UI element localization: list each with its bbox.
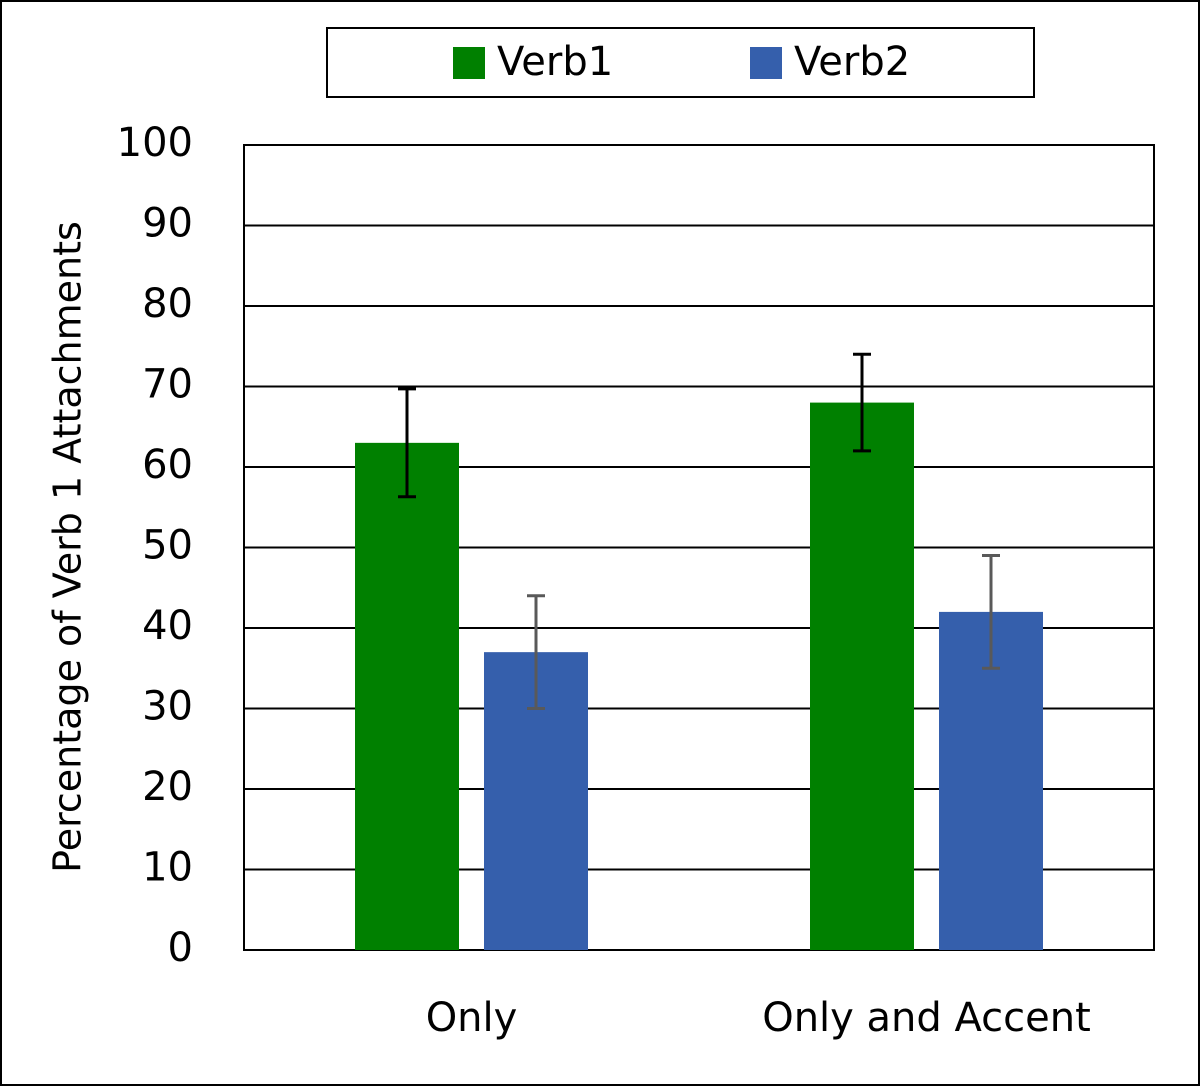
x-tick-label: Only and Accent xyxy=(762,995,1091,1041)
error-bar xyxy=(398,387,416,499)
y-tick-label: 100 xyxy=(117,120,193,166)
y-tick-label: 20 xyxy=(142,764,193,810)
y-tick-label: 80 xyxy=(142,281,193,327)
y-tick-label: 10 xyxy=(142,845,193,891)
y-tick-label: 40 xyxy=(142,603,193,649)
bar xyxy=(355,442,459,950)
y-tick-label: 90 xyxy=(142,201,193,247)
legend-swatch xyxy=(750,47,782,79)
y-axis-label: Percentage of Verb 1 Attachments xyxy=(46,221,90,873)
y-tick-label: 0 xyxy=(168,925,193,971)
legend-label: Verb1 xyxy=(497,39,613,85)
y-tick-label: 70 xyxy=(142,362,193,408)
legend-swatch xyxy=(453,47,485,79)
plot-frame xyxy=(243,144,1155,951)
error-bar xyxy=(527,594,545,710)
error-bar xyxy=(853,352,871,453)
y-tick-label: 60 xyxy=(142,442,193,488)
legend-box xyxy=(326,27,1035,98)
bar xyxy=(810,402,914,951)
y-tick-label: 30 xyxy=(142,684,193,730)
y-tick-label: 50 xyxy=(142,523,193,569)
error-bar xyxy=(982,554,1000,670)
x-tick-label: Only xyxy=(426,995,518,1041)
legend-label: Verb2 xyxy=(794,39,910,85)
